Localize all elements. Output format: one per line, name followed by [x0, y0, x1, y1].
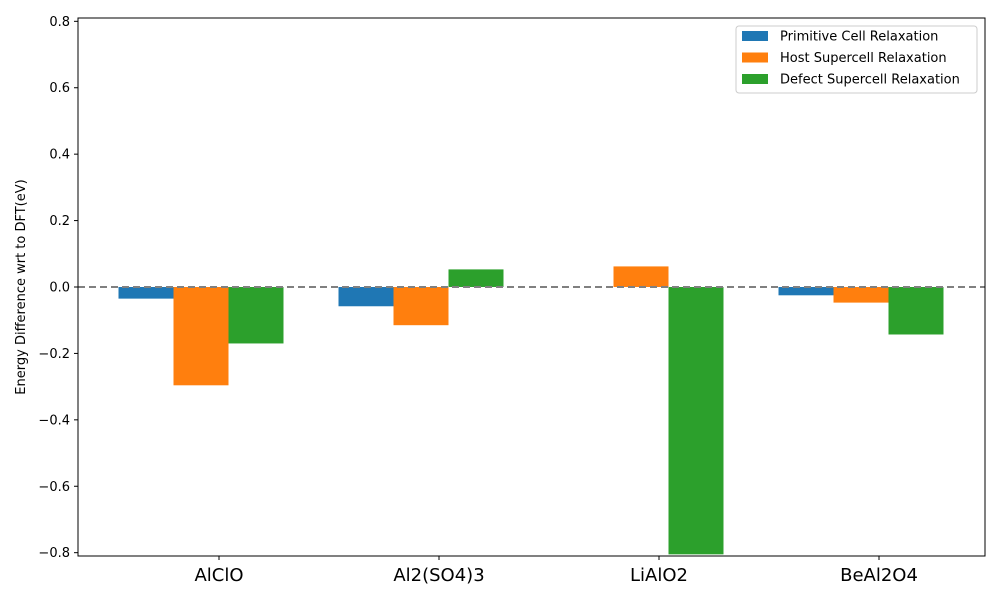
legend-label: Defect Supercell Relaxation — [780, 73, 960, 88]
y-axis-label: Energy Difference wrt to DFT(eV) — [14, 179, 29, 394]
bar-3-alclo — [228, 287, 284, 344]
bars-layer — [118, 266, 944, 555]
bar-1-alclo — [118, 287, 174, 299]
bar-2-beal2o4 — [833, 287, 889, 303]
bar-3-al2-so4-3 — [448, 269, 504, 287]
legend-swatch — [742, 31, 768, 41]
plot-frame — [77, 17, 986, 557]
bar-3-beal2o4 — [888, 287, 944, 335]
y-tick-label: 0.4 — [49, 148, 70, 163]
legend-label: Primitive Cell Relaxation — [780, 30, 938, 45]
y-tick-label: 0.0 — [49, 281, 70, 296]
bar-3-lialo2 — [668, 287, 724, 555]
bar-2-al2-so4-3 — [393, 287, 449, 326]
legend-swatch — [742, 52, 768, 63]
x-axis: AlClO Al2(SO4)3 LiAlO2 BeAl2O4 — [194, 556, 918, 586]
legend-swatch — [742, 74, 768, 84]
x-tick-label: LiAlO2 — [630, 565, 688, 586]
y-tick-label: 0.2 — [49, 214, 70, 229]
y-tick-label: −0.6 — [38, 480, 70, 495]
bar-1-al2-so4-3 — [338, 287, 394, 307]
y-tick-label: −0.4 — [38, 413, 70, 428]
y-tick-label: −0.2 — [38, 347, 70, 362]
y-tick-label: 0.8 — [49, 15, 70, 30]
y-tick-label: 0.6 — [49, 81, 70, 96]
x-tick-label: AlClO — [194, 565, 243, 586]
bar-1-beal2o4 — [778, 287, 834, 296]
legend-label: Host Supercell Relaxation — [780, 51, 947, 66]
bar-2-lialo2 — [613, 266, 669, 287]
x-tick-label: Al2(SO4)3 — [393, 565, 484, 586]
legend-box — [735, 25, 978, 94]
y-axis: −0.8 −0.6 −0.4 −0.2 0.0 0.2 0.4 0.6 0.8 — [38, 15, 78, 561]
y-tick-label: −0.8 — [38, 546, 70, 561]
legend: Primitive Cell Relaxation Host Supercell … — [735, 25, 978, 94]
x-tick-label: BeAl2O4 — [840, 565, 918, 586]
bar-2-alclo — [173, 287, 229, 386]
